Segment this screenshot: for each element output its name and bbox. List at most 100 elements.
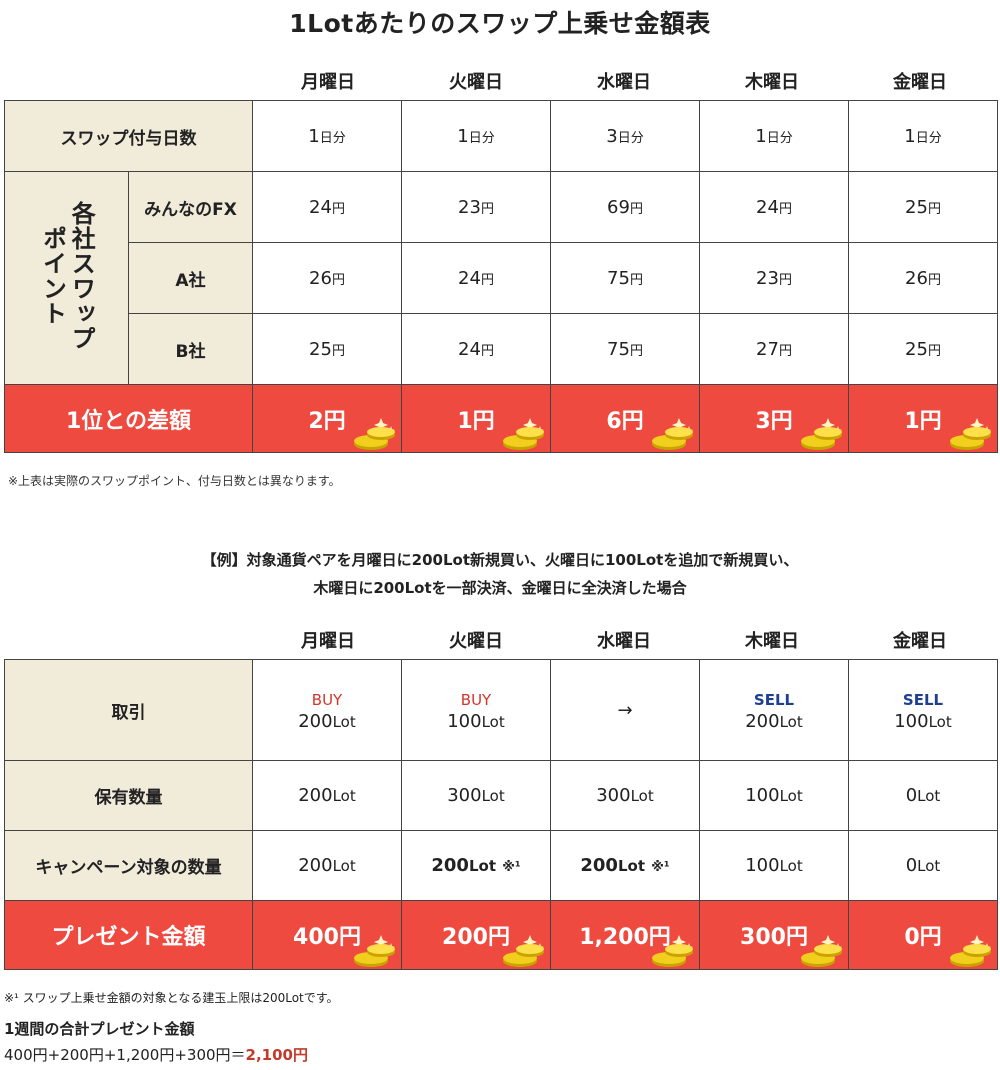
lot-unit: Lot — [332, 787, 356, 805]
present-value: 0円 — [904, 925, 942, 950]
trade-qty: 100Lot — [894, 711, 952, 732]
group-label-line2: ポイント — [38, 225, 67, 326]
swap-days-cell: 1日分 — [401, 100, 551, 172]
unit: 円 — [629, 201, 643, 217]
swap-days-cell: 3日分 — [550, 100, 700, 172]
holding-cell: 300Lot — [550, 760, 700, 831]
lot-unit: Lot — [630, 787, 654, 805]
total-formula: 400円+200円+1,200円+300円＝ — [4, 1046, 246, 1064]
coins-icon — [950, 418, 991, 450]
trade-cell: BUY 100Lot — [401, 659, 551, 761]
unit: 円 — [927, 343, 941, 359]
trade-cell: SELL 200Lot — [699, 659, 849, 761]
present-value: 400円 — [293, 925, 361, 950]
swap-days-cell: 1日分 — [848, 100, 998, 172]
holding-cell: 200Lot — [252, 760, 402, 831]
swap-value: 25 — [905, 196, 928, 218]
swap-value-cell: 25円 — [848, 171, 998, 243]
example-line-1: 【例】対象通貨ペアを月曜日に200Lot新規買い、火曜日に100Lotを追加で新… — [201, 551, 799, 569]
swap-value: 26 — [309, 267, 332, 289]
campaign-cell: 200Lot ※¹ — [401, 830, 551, 901]
holding-cell: 100Lot — [699, 760, 849, 831]
unit: 円 — [778, 272, 792, 288]
table-note: ※上表は実際のスワップポイント、付与日数とは異なります。 — [8, 474, 341, 488]
campaign-row: キャンペーン対象の数量 200Lot 200Lot ※¹ 200Lot ※¹ 1… — [4, 830, 998, 901]
day-header-thu: 木曜日 — [745, 631, 799, 652]
holding-cell: 300Lot — [401, 760, 551, 831]
diff-cell: 6円 — [550, 384, 700, 453]
page-title: 1Lotあたりのスワップ上乗せ金額表 — [289, 9, 711, 38]
swap-value-cell: 23円 — [699, 242, 849, 314]
swap-value: 24 — [309, 196, 332, 218]
trade-side: SELL — [902, 690, 944, 709]
trade-qty: 200Lot — [745, 711, 803, 732]
swap-value-cell: 69円 — [550, 171, 700, 243]
coins-icon — [652, 418, 693, 450]
arrow-right-icon: → — [617, 699, 633, 721]
swap-value: 25 — [905, 338, 928, 360]
swap-days-cell: 1日分 — [699, 100, 849, 172]
unit: 円 — [778, 201, 792, 217]
diff-cell: 1円 — [848, 384, 998, 453]
qty: 200 — [745, 710, 780, 732]
day-header-mon: 月曜日 — [301, 72, 355, 93]
unit: 円 — [927, 201, 941, 217]
qty: 100 — [447, 710, 482, 732]
swap-value: 24 — [458, 338, 481, 360]
company-row-b: B社 25円 24円 75円 27円 25円 — [5, 313, 998, 385]
swap-days-unit: 日分 — [319, 130, 346, 146]
swap-value-cell: 24円 — [401, 242, 551, 314]
trade-side: SELL — [753, 690, 795, 709]
lot-unit: Lot — [332, 857, 356, 875]
unit: 円 — [480, 343, 494, 359]
day-header-wed: 水曜日 — [597, 631, 651, 652]
company-row-minnano: 各社スワップ ポイント みんなのFX 24円 23円 69円 24円 25円 — [4, 171, 998, 385]
unit: 円 — [331, 343, 345, 359]
company-label: A社 — [128, 242, 253, 314]
trade-cell: SELL 100Lot — [848, 659, 998, 761]
lot-unit: Lot — [928, 712, 952, 731]
day-header-wed: 水曜日 — [597, 72, 651, 93]
trade-label: 取引 — [4, 659, 253, 761]
day-header-tue: 火曜日 — [449, 72, 503, 93]
holding-cell: 0Lot — [848, 760, 998, 831]
day-header-fri: 金曜日 — [893, 631, 947, 652]
lot-unit: Lot — [917, 787, 941, 805]
holding-row: 保有数量 200Lot 300Lot 300Lot 100Lot 0Lot — [4, 760, 998, 831]
total-value: 2,100円 — [245, 1046, 308, 1064]
present-cell: 0円 — [848, 900, 998, 970]
diff-value: 3円 — [755, 408, 793, 434]
campaign-cell: 200Lot ※¹ — [550, 830, 700, 901]
lot-unit: Lot — [779, 712, 803, 731]
swap-value: 24 — [458, 267, 481, 289]
diff-cell: 3円 — [699, 384, 849, 453]
company-label: B社 — [128, 313, 253, 385]
footnote-mark: ※¹ — [502, 860, 521, 875]
unit: 円 — [331, 201, 345, 217]
present-label: プレゼント金額 — [4, 900, 253, 970]
lot-unit: Lot — [779, 787, 803, 805]
diff-cell: 2円 — [252, 384, 402, 453]
trade-side: BUY — [460, 690, 492, 709]
swap-days-label: スワップ付与日数 — [4, 100, 253, 172]
campaign-qty: 200 — [431, 855, 469, 876]
swap-value-cell: 24円 — [699, 171, 849, 243]
lot-unit: Lot — [617, 857, 645, 875]
swap-value-cell: 25円 — [848, 313, 998, 385]
swap-value-cell: 25円 — [252, 313, 402, 385]
swap-value: 26 — [905, 267, 928, 289]
footnote: ※¹ スワップ上乗せ金額の対象となる建玉上限は200Lotです。 — [4, 991, 339, 1005]
swap-days-number: 1 — [457, 125, 469, 147]
present-cell: 400円 — [252, 900, 402, 970]
lot-unit: Lot — [468, 857, 496, 875]
coins-icon — [503, 418, 544, 450]
day-header-mon: 月曜日 — [301, 631, 355, 652]
swap-value: 75 — [607, 267, 630, 289]
swap-days-unit: 日分 — [617, 130, 644, 146]
unit: 円 — [778, 343, 792, 359]
present-value: 300円 — [740, 925, 808, 950]
trade-cell: → — [550, 659, 700, 761]
trade-qty: 100Lot — [447, 711, 505, 732]
diff-value: 6円 — [606, 408, 644, 434]
present-row: プレゼント金額 400円 200円 1,200円 300円 0円 — [4, 900, 998, 970]
